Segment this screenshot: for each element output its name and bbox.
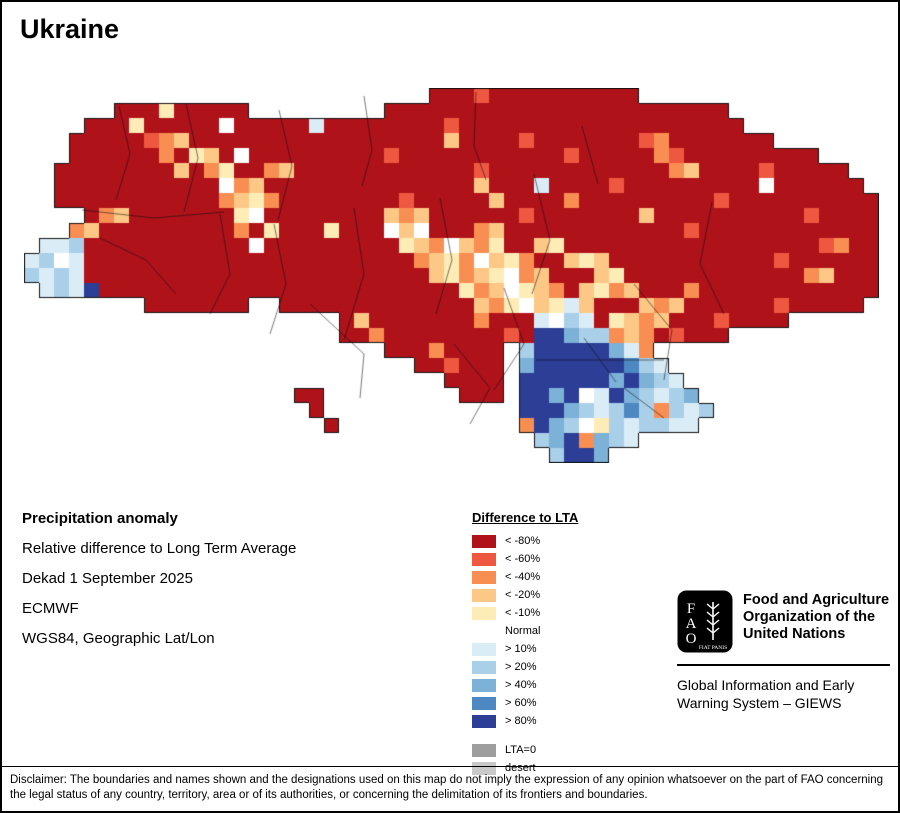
- legend-item: > 80%: [472, 712, 578, 730]
- legend-item: desert: [472, 759, 578, 777]
- legend-item: > 10%: [472, 640, 578, 658]
- legend-label: desert: [505, 762, 536, 774]
- legend-swatch: [472, 570, 496, 584]
- disclaimer: Disclaimer: The boundaries and names sho…: [2, 766, 898, 803]
- fao-org-line-3: United Nations: [743, 626, 846, 642]
- legend-swatch: [472, 660, 496, 674]
- legend-label: LTA=0: [505, 744, 537, 756]
- legend-item: LTA=0: [472, 741, 578, 759]
- legend-label: > 20%: [505, 661, 537, 673]
- fao-logo-letter-f: F: [687, 601, 695, 617]
- map-info-block: Precipitation anomaly Relative differenc…: [22, 510, 296, 660]
- info-method: Relative difference to Long Term Average: [22, 540, 297, 557]
- ukraine-map: [24, 88, 879, 463]
- fao-logo-letter-o: O: [686, 631, 697, 647]
- legend-swatch: [472, 552, 496, 566]
- legend-swatch: [472, 678, 496, 692]
- fao-logo-letter-a: A: [686, 616, 697, 632]
- legend-swatch: [472, 714, 496, 728]
- legend-item: < -60%: [472, 550, 578, 568]
- legend-item: < -80%: [472, 532, 578, 550]
- legend-label: > 80%: [505, 715, 537, 727]
- legend-item: > 40%: [472, 676, 578, 694]
- legend-swatch: [472, 761, 496, 775]
- fao-logo-icon: F A O FIAT PANIS: [677, 590, 733, 653]
- map-area: [24, 88, 879, 463]
- giews-line-1: Global Information and Early: [677, 677, 855, 693]
- fao-motto: FIAT PANIS: [699, 645, 727, 651]
- legend-label: > 10%: [505, 643, 537, 655]
- fao-divider-line: [677, 664, 890, 666]
- legend-swatch: [472, 696, 496, 710]
- page-title: Ukraine: [20, 14, 120, 44]
- legend-swatch: [472, 606, 496, 620]
- legend-label: Normal: [505, 625, 541, 637]
- legend-label: < -80%: [505, 535, 541, 547]
- legend: Difference to LTA < -80% < -60% < -40% < -2…: [472, 510, 578, 777]
- legend-title: Difference to LTA: [472, 510, 579, 525]
- info-heading: Precipitation anomaly: [22, 510, 178, 527]
- legend-item: < -20%: [472, 586, 578, 604]
- legend-swatch: [472, 642, 496, 656]
- giews-block: Global Information and Early Warning Sys…: [677, 676, 854, 712]
- legend-item: < -10%: [472, 604, 578, 622]
- wheat-ear-icon: [706, 603, 720, 634]
- legend-swatch: [472, 534, 496, 548]
- legend-item: < -40%: [472, 568, 578, 586]
- legend-label: < -60%: [505, 553, 541, 565]
- legend-item: > 60%: [472, 694, 578, 712]
- legend-item: Normal: [472, 622, 578, 640]
- fao-org-name: Food and Agriculture Organization of the…: [743, 590, 889, 643]
- legend-label: > 60%: [505, 697, 537, 709]
- fao-org-line-2: Organization of the: [743, 609, 876, 625]
- info-dekad: Dekad 1 September 2025: [22, 570, 193, 587]
- legend-label: < -40%: [505, 571, 541, 583]
- info-source: ECMWF: [22, 600, 79, 617]
- legend-label: > 40%: [505, 679, 537, 691]
- legend-swatch: [472, 588, 496, 602]
- fao-block: F A O FIAT PANIS Food and Agriculture Or…: [677, 590, 889, 653]
- legend-swatch: [472, 624, 496, 638]
- info-projection: WGS84, Geographic Lat/Lon: [22, 630, 215, 647]
- legend-item: > 20%: [472, 658, 578, 676]
- legend-items: < -80% < -60% < -40% < -20% < -10% Normal > 10…: [472, 532, 578, 730]
- giews-line-2: Warning System – GIEWS: [677, 695, 842, 711]
- legend-label: < -10%: [505, 607, 541, 619]
- legend-swatch: [472, 743, 496, 757]
- fao-org-line-1: Food and Agriculture: [743, 592, 890, 608]
- legend-extra-items: LTA=0 desert: [472, 741, 578, 777]
- legend-label: < -20%: [505, 589, 541, 601]
